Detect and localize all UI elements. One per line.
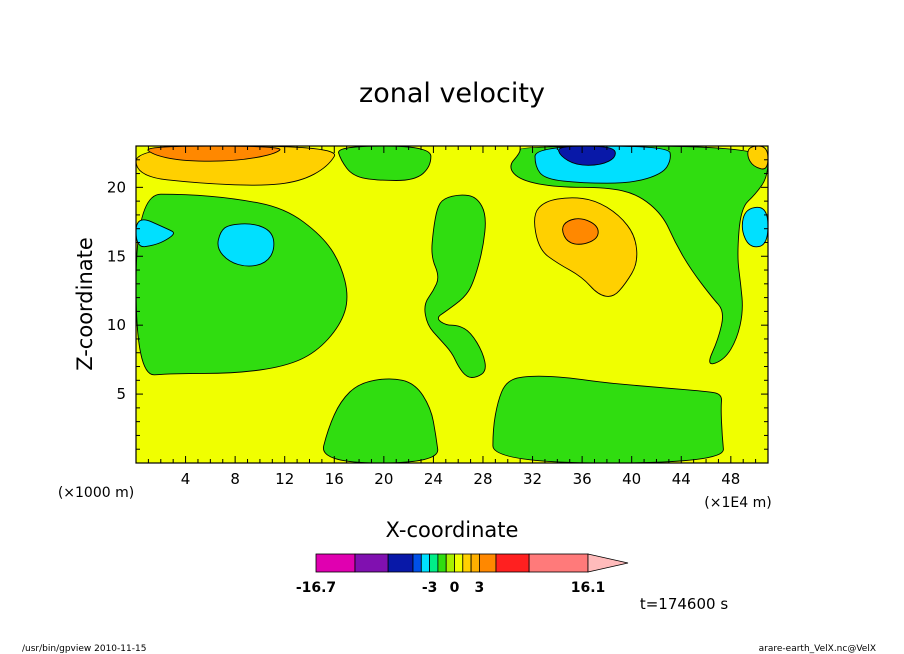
colorbar-swatch <box>495 553 530 573</box>
contour-field <box>136 146 768 463</box>
contour-region-cyan-7 <box>217 223 275 267</box>
y-units-note: (×1000 m) <box>58 485 134 501</box>
x-axis-label: X-coordinate <box>386 518 519 542</box>
contour-region-cyan-9 <box>741 206 768 248</box>
contour-region-green-2 <box>424 194 486 378</box>
x-tick-label: 48 <box>721 470 740 488</box>
colorbar-tick-label: -3 <box>422 580 438 596</box>
colorbar-tick-label: 16.1 <box>571 580 606 596</box>
x-tick-label: 20 <box>374 470 393 488</box>
colorbar-swatch <box>429 553 439 573</box>
y-tick-label: 10 <box>107 316 126 334</box>
colorbar-swatch <box>437 553 447 573</box>
contour-region-green-5 <box>492 375 724 463</box>
colorbar-tick-label: 0 <box>450 580 460 596</box>
colorbar-swatch <box>454 553 464 573</box>
colorbar-extend-arrow <box>587 553 629 573</box>
x-units-note: (×1E4 m) <box>704 495 771 511</box>
contour-region-green-4 <box>323 378 439 463</box>
x-tick-label: 12 <box>275 470 294 488</box>
time-label: t=174600 s <box>640 595 728 613</box>
chart-title: zonal velocity <box>359 78 545 109</box>
contour-region-green-3 <box>510 146 768 365</box>
contour-region-blue-10 <box>558 146 616 166</box>
colorbar-swatch <box>445 553 455 573</box>
colorbar-tick-label: -16.7 <box>296 580 336 596</box>
y-tick-label: 20 <box>107 178 126 196</box>
contour-region-dark-orange-14 <box>562 218 599 245</box>
footer-left: /usr/bin/gpview 2010-11-15 <box>22 644 146 654</box>
colorbar-swatch <box>462 553 472 573</box>
x-tick-label: 36 <box>573 470 592 488</box>
contour-region-green-0 <box>136 193 348 376</box>
x-tick-label: 32 <box>523 470 542 488</box>
x-tick-label: 8 <box>230 470 240 488</box>
x-tick-label: 4 <box>181 470 191 488</box>
contour-region-cyan-6 <box>136 219 174 248</box>
y-axis-label: Z-coordinate <box>73 237 97 371</box>
x-tick-label: 44 <box>672 470 691 488</box>
colorbar-swatch <box>470 553 480 573</box>
y-tick-label: 5 <box>116 385 126 403</box>
contour-region-light-orange-13 <box>534 197 638 297</box>
colorbar-swatch <box>420 553 430 573</box>
colorbar: -16.7 -3 0 3 16.1 <box>296 553 629 596</box>
colorbar-swatch <box>387 553 414 573</box>
colorbar-swatch <box>315 553 356 573</box>
x-tick-label: 24 <box>424 470 443 488</box>
y-tick-label: 15 <box>107 247 126 265</box>
x-tick-label: 28 <box>473 470 492 488</box>
colorbar-swatch <box>354 553 389 573</box>
colorbar-swatch <box>478 553 497 573</box>
plot-frame <box>135 145 769 464</box>
x-tick-label: 16 <box>325 470 344 488</box>
colorbar-swatch <box>412 553 422 573</box>
x-tick-label: 40 <box>622 470 641 488</box>
footer-right: arare-earth_VelX.nc@VelX <box>759 644 876 654</box>
colorbar-tick-label: 3 <box>475 580 485 596</box>
colorbar-swatch <box>528 553 589 573</box>
